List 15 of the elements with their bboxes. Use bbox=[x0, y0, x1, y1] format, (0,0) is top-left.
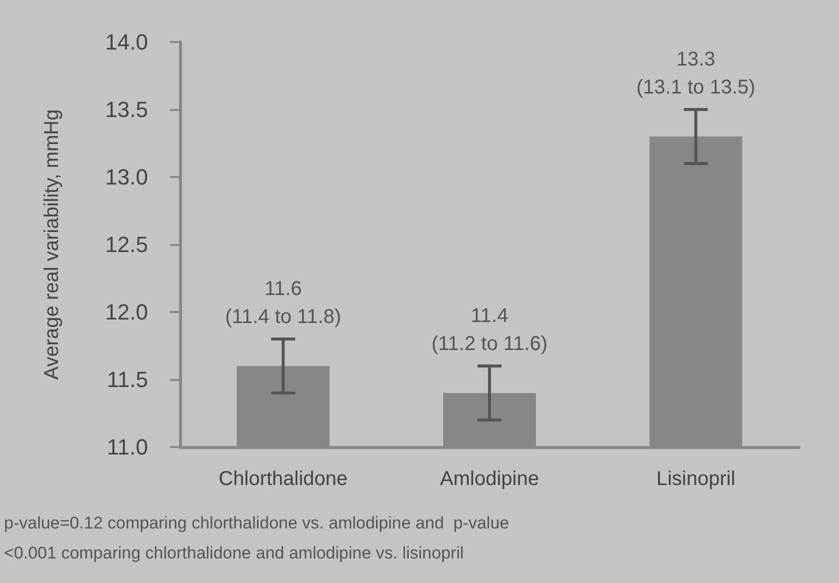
y-tick-label: 11.0 bbox=[106, 434, 148, 460]
x-tick-label: Chlorthalidone bbox=[218, 468, 348, 490]
x-tick-label: Lisinopril bbox=[656, 468, 736, 490]
y-axis-title: Average real variability, mmHg bbox=[41, 109, 63, 380]
y-tick-label: 14.0 bbox=[105, 30, 148, 54]
x-tick-label: Amlodipine bbox=[440, 468, 539, 490]
text: p-value=0.12 comparing chlorthalidone vs. amlodipine and p-value <0.001 comparing chlorthalidone and amlodipine vs. lisinopril bbox=[4, 514, 510, 562]
y-tick-label: 11.5 bbox=[106, 367, 148, 392]
y-tick-label: 13.0 bbox=[105, 164, 148, 190]
data-label: 11.4 (11.2 to 11.6) bbox=[432, 305, 548, 355]
data-label: 11.6 (11.4 to 11.8) bbox=[225, 278, 342, 328]
y-tick-label: 12.5 bbox=[105, 232, 148, 257]
y-tick-label: 12.0 bbox=[105, 300, 148, 324]
y-tick-label: 13.5 bbox=[105, 97, 148, 122]
data-label: 13.3 (13.1 to 13.5) bbox=[636, 48, 756, 98]
